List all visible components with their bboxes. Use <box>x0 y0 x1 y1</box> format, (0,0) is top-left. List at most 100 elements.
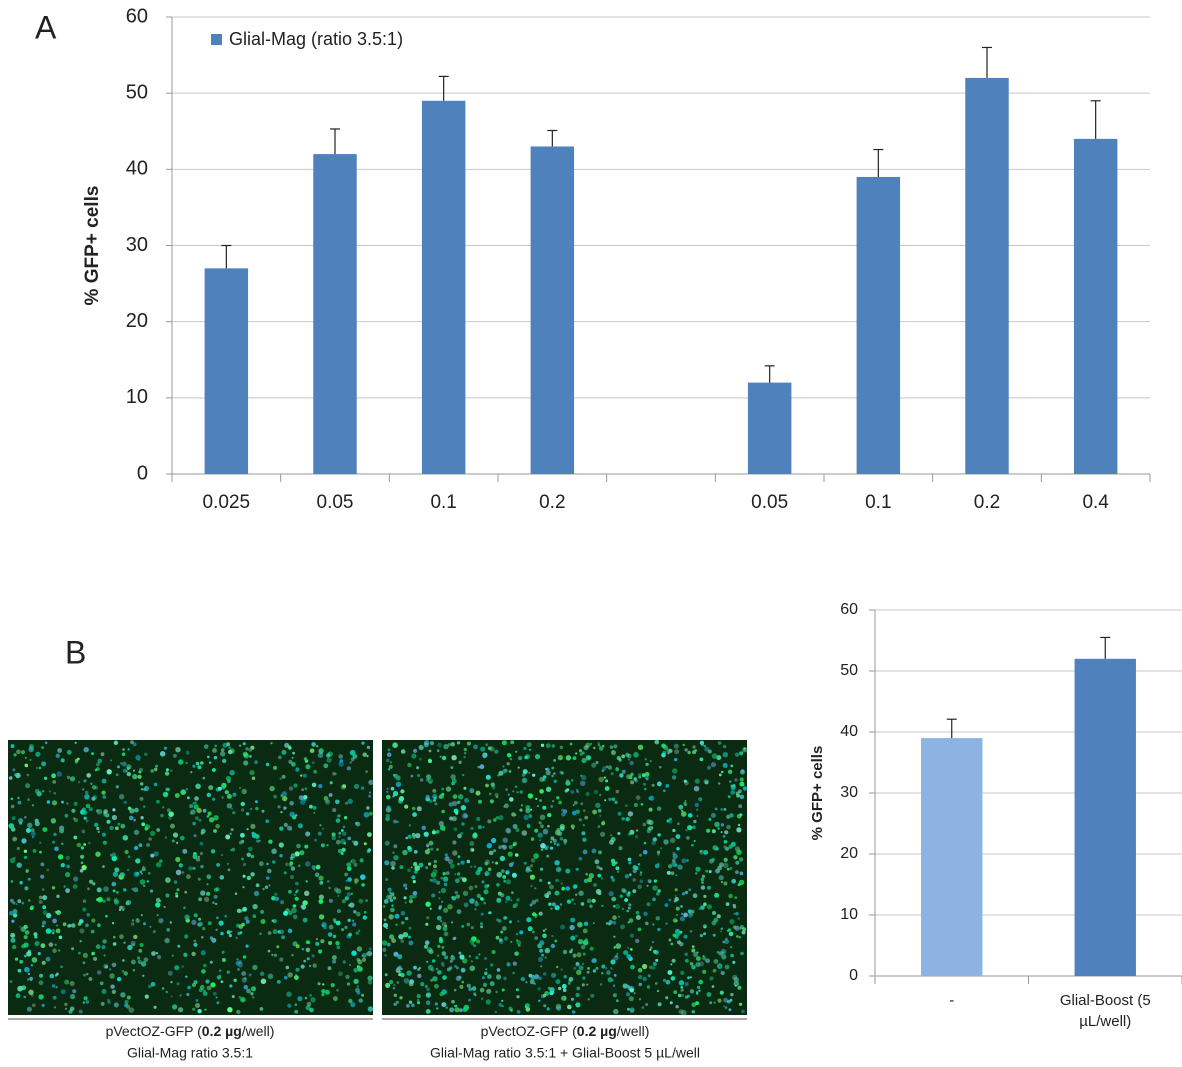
cell-dot <box>442 964 445 967</box>
cell-dot <box>626 892 631 897</box>
cell-dot <box>687 825 693 831</box>
cell-dot <box>361 741 365 745</box>
cell-dot <box>225 834 231 840</box>
cell-dot <box>344 925 348 930</box>
cell-dot <box>739 871 744 876</box>
cell-dot <box>42 895 48 901</box>
cell-dot <box>463 902 469 908</box>
cell-dot <box>95 944 101 950</box>
cell-dot <box>617 870 620 873</box>
cell-dot <box>646 985 651 989</box>
cell-dot <box>459 1008 463 1013</box>
cell-dot <box>176 888 180 892</box>
cell-dot <box>248 973 252 977</box>
cell-dot <box>591 898 596 903</box>
cell-dot <box>142 865 145 868</box>
cell-dot <box>425 794 430 799</box>
cell-dot <box>703 744 707 748</box>
cell-dot <box>171 839 175 843</box>
cell-dot <box>105 914 108 918</box>
cell-dot <box>449 863 455 869</box>
cell-dot <box>651 826 654 829</box>
cell-dot <box>629 1007 635 1013</box>
cell-dot <box>482 753 487 759</box>
cell-dot <box>575 992 580 998</box>
cell-dot <box>83 973 86 977</box>
cell-dot <box>386 758 390 763</box>
cell-dot <box>340 838 346 845</box>
cell-dot <box>267 949 271 953</box>
cell-dot <box>714 807 718 811</box>
cell-dot <box>20 750 25 755</box>
cell-dot <box>52 780 57 784</box>
cell-dot <box>586 970 590 974</box>
cell-dot <box>529 748 532 751</box>
cell-dot <box>722 835 726 838</box>
cell-dot <box>709 976 714 981</box>
cell-dot <box>512 961 517 966</box>
cell-dot <box>153 782 158 787</box>
cell-dot <box>525 981 528 984</box>
cell-dot <box>554 860 560 866</box>
cell-dot <box>537 832 543 838</box>
cell-dot <box>438 897 441 900</box>
cell-dot <box>353 910 357 914</box>
cell-dot <box>413 748 418 754</box>
cell-dot <box>620 924 625 930</box>
cell-dot <box>539 799 542 802</box>
x-tick-label: 0.2 <box>539 492 565 513</box>
cell-dot <box>284 975 288 980</box>
cell-dot <box>258 839 261 842</box>
bar <box>313 154 357 474</box>
cell-dot <box>232 811 236 815</box>
cell-dot <box>554 890 560 896</box>
cell-dot <box>686 994 691 998</box>
cell-dot <box>426 843 430 847</box>
cell-dot <box>606 970 611 975</box>
cell-dot <box>164 771 170 776</box>
cell-dot <box>547 812 552 818</box>
cell-dot <box>90 782 93 785</box>
cell-dot <box>403 978 410 984</box>
cell-dot <box>728 1008 732 1012</box>
cell-dot <box>572 804 575 806</box>
cell-dot <box>44 741 48 745</box>
cell-dot <box>593 883 597 887</box>
cell-dot <box>79 940 82 943</box>
cell-dot <box>577 939 584 945</box>
cell-dot <box>201 969 206 974</box>
cell-dot <box>83 996 88 1001</box>
cell-dot <box>346 766 351 771</box>
cell-dot <box>294 851 300 857</box>
cell-dot <box>739 777 744 782</box>
cell-dot <box>637 863 641 866</box>
cell-dot <box>509 797 514 802</box>
caption-text: /well) <box>617 1023 650 1039</box>
cell-dot <box>115 826 119 831</box>
cell-dot <box>212 797 216 801</box>
cell-dot <box>496 897 502 903</box>
y-axis-label: % GFP+ cells <box>809 746 826 841</box>
cell-dot <box>712 933 716 937</box>
cell-dot <box>55 928 61 934</box>
cell-dot <box>193 801 197 805</box>
cell-dot <box>82 952 88 959</box>
cell-dot <box>699 757 704 762</box>
cell-dot <box>301 904 306 910</box>
cell-dot <box>713 917 719 923</box>
cell-dot <box>40 862 45 867</box>
cell-dot <box>291 907 297 914</box>
cell-dot <box>312 963 317 968</box>
cell-dot <box>458 760 462 764</box>
cell-dot <box>560 924 566 930</box>
cell-dot <box>725 902 730 906</box>
cell-dot <box>655 958 659 962</box>
cell-dot <box>473 744 478 750</box>
cell-dot <box>510 899 513 902</box>
cell-dot <box>503 879 507 883</box>
cell-dot <box>495 974 502 980</box>
panel-label: B <box>65 634 86 670</box>
cell-dot <box>691 945 695 948</box>
cell-dot <box>191 919 197 926</box>
cell-dot <box>427 964 434 971</box>
